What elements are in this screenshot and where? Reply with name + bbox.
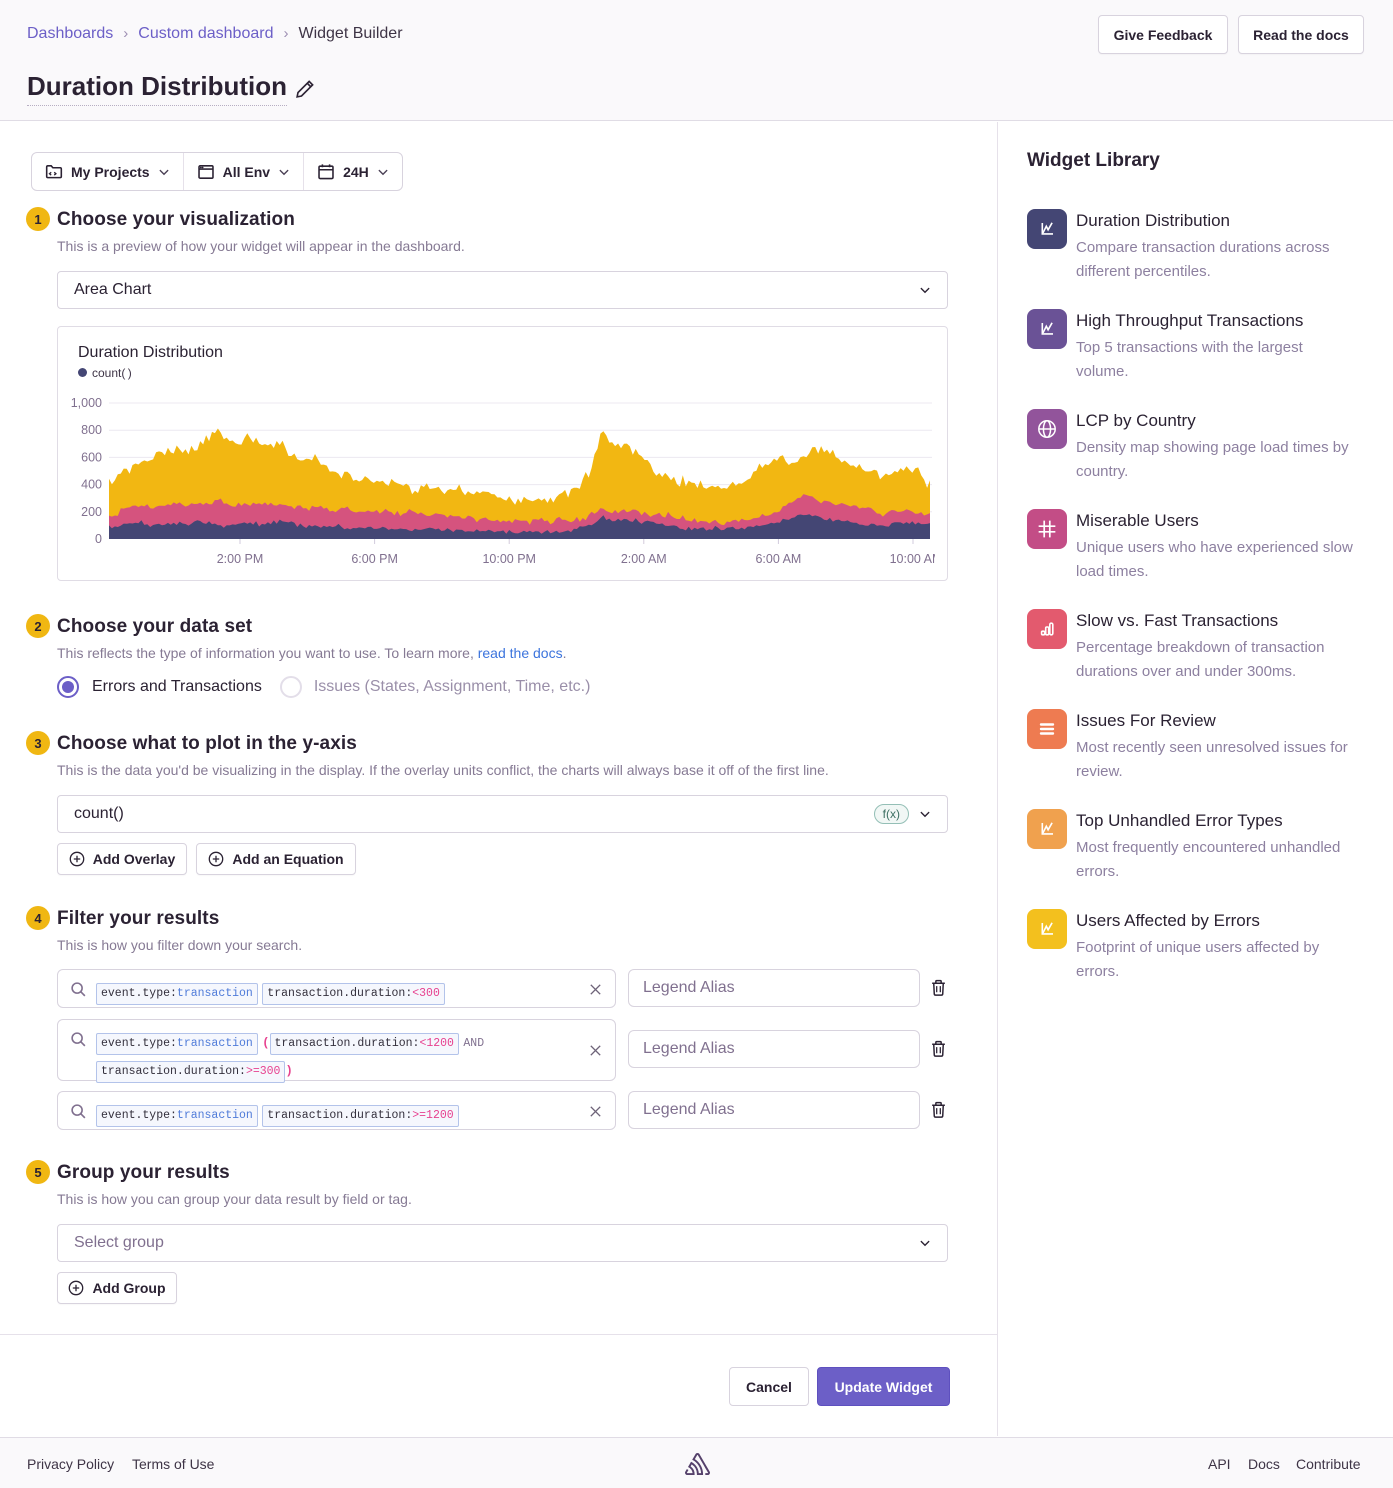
svg-text:6:00 PM: 6:00 PM [351, 552, 398, 566]
svg-text:200: 200 [81, 505, 102, 519]
svg-text:400: 400 [81, 478, 102, 492]
svg-text:600: 600 [81, 450, 102, 464]
svg-text:2:00 AM: 2:00 AM [621, 552, 667, 566]
svg-text:0: 0 [95, 532, 102, 546]
svg-text:6:00 AM: 6:00 AM [755, 552, 801, 566]
svg-text:2:00 PM: 2:00 PM [217, 552, 264, 566]
svg-text:10:00 PM: 10:00 PM [482, 552, 536, 566]
svg-text:800: 800 [81, 423, 102, 437]
svg-text:10:00 AM: 10:00 AM [890, 552, 935, 566]
svg-text:1,000: 1,000 [71, 396, 102, 410]
